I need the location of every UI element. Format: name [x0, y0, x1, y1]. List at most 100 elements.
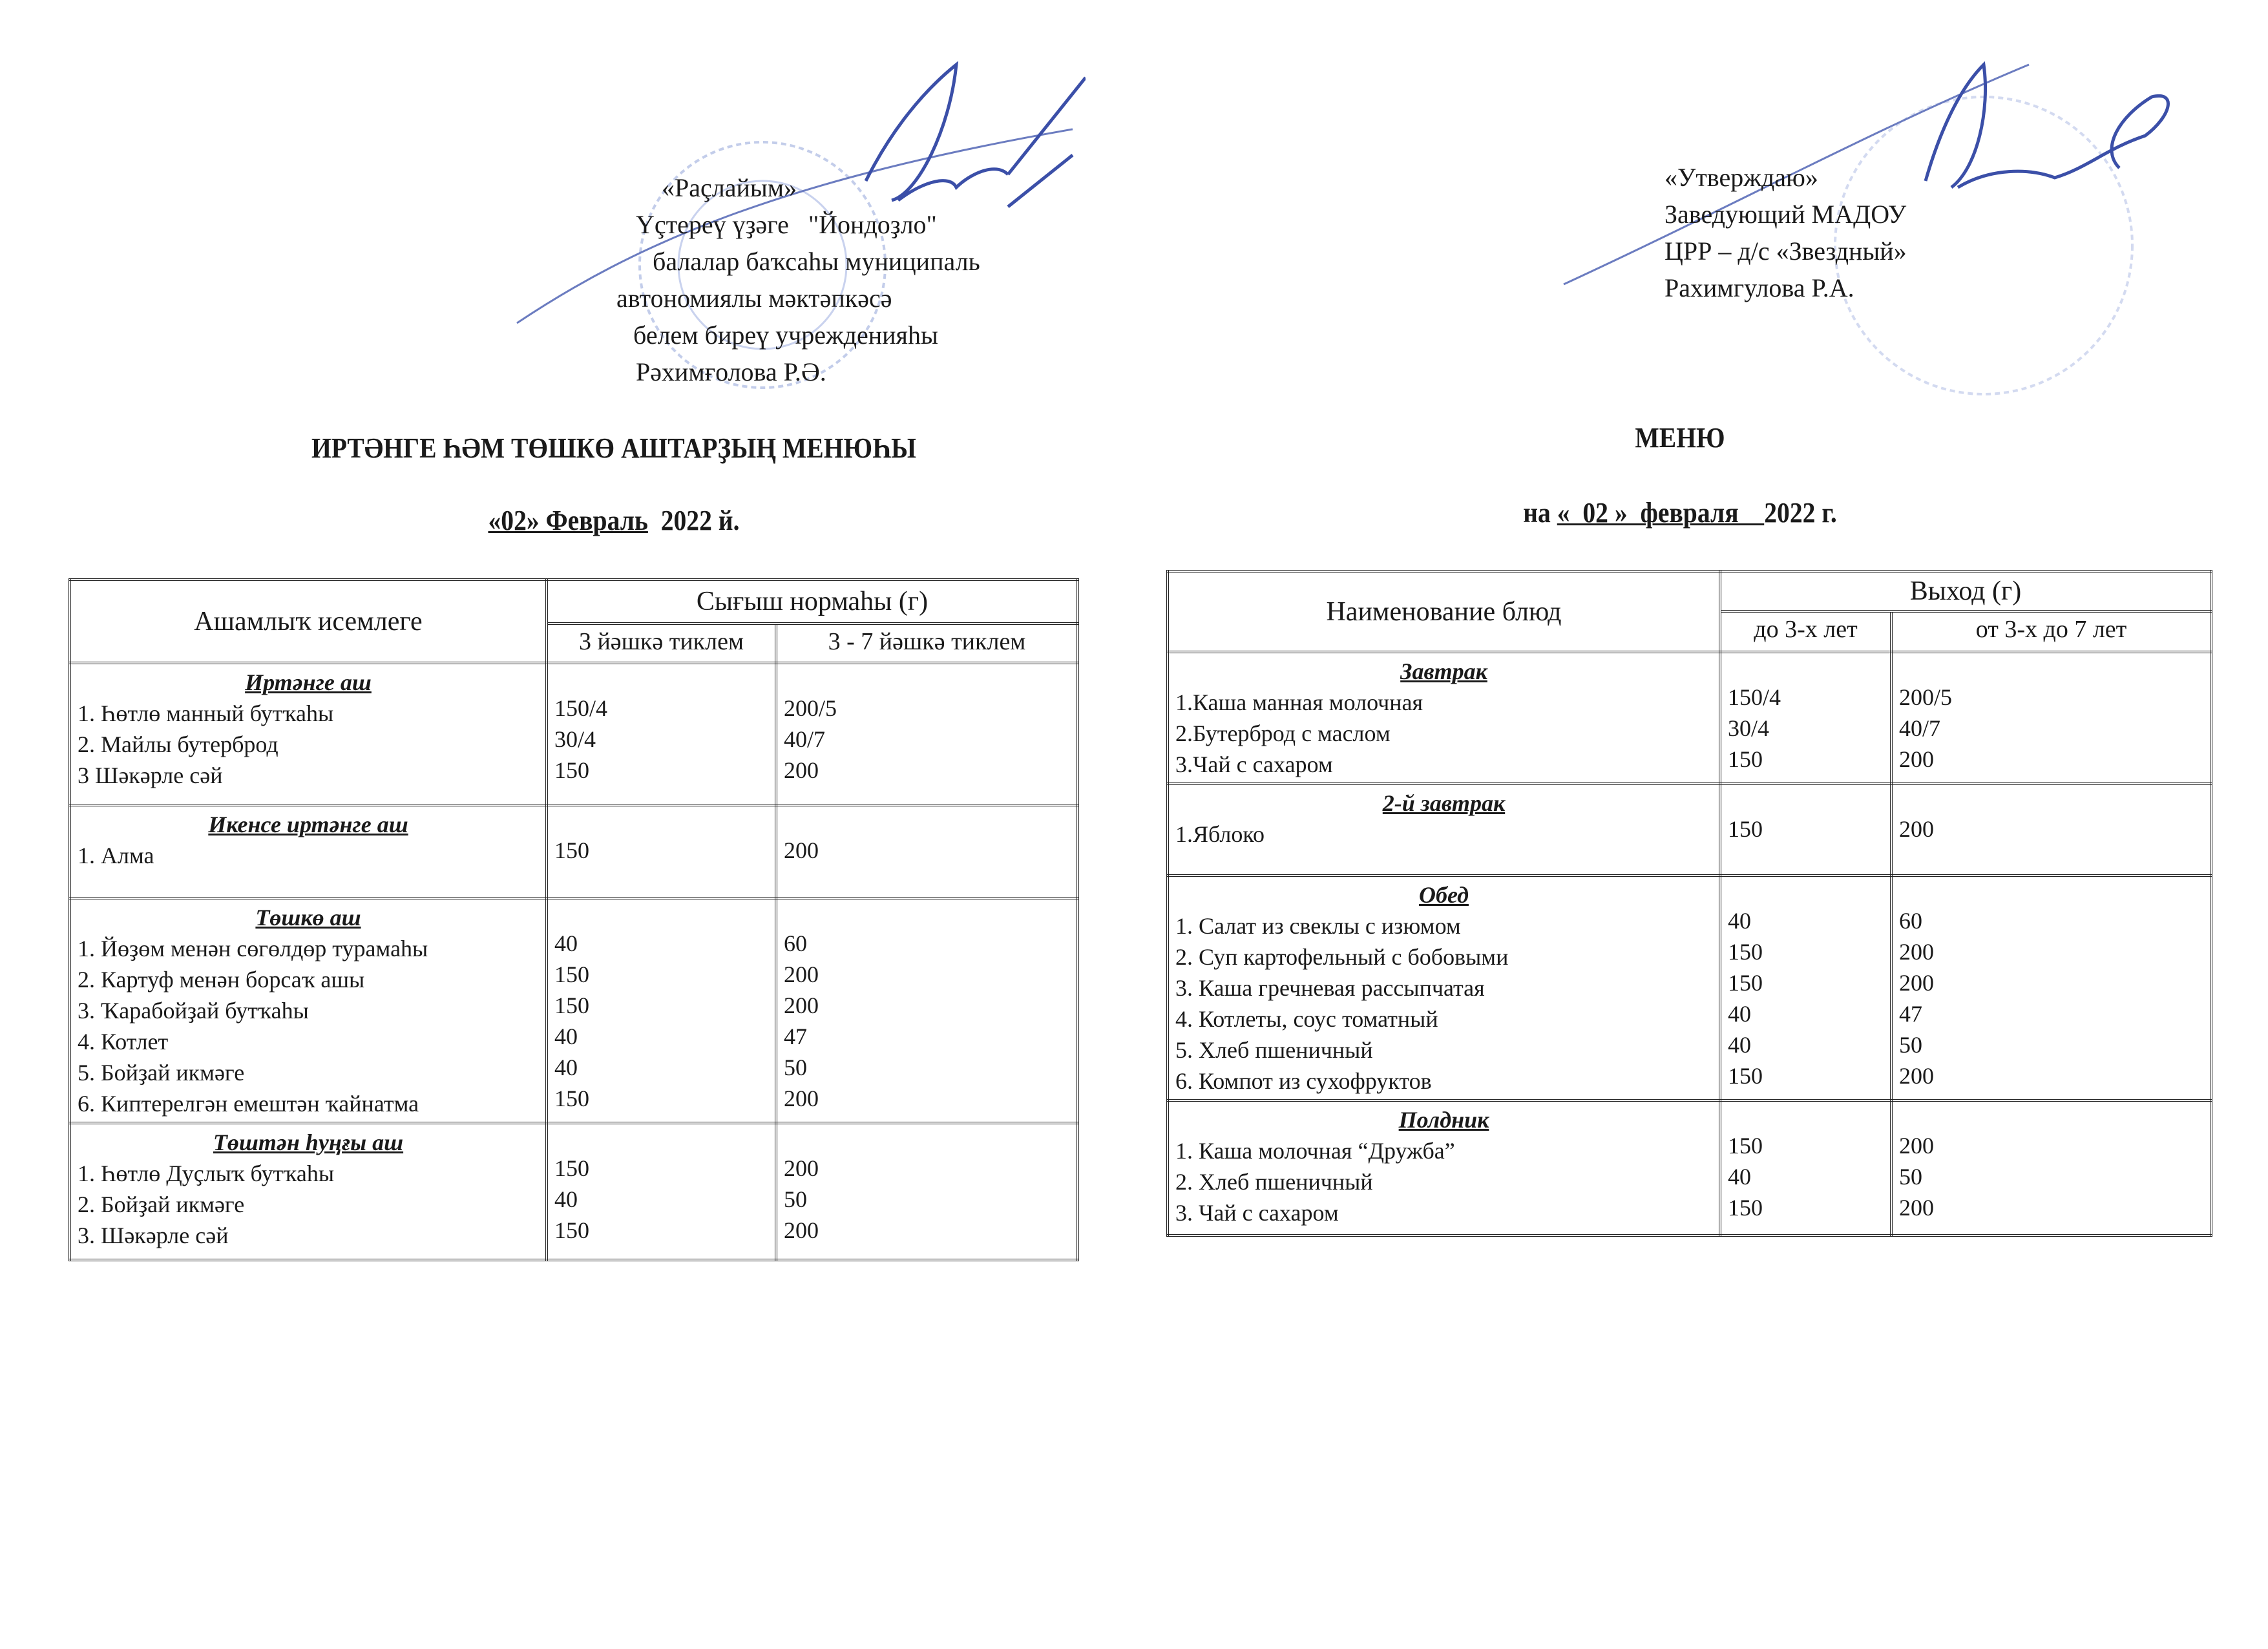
portion-cell-b: 200 50 200 [1890, 1099, 2212, 1237]
approval-line: «Утверждаю» [1664, 163, 1818, 192]
date-underlined: «02» Февраль [488, 505, 648, 536]
dish-cell: 2-й завтрак 1.Яблоко [1166, 782, 1721, 877]
meal-title: Икенсе иртәнге аш [208, 812, 408, 837]
header-age-b: 3 - 7 йәшкә тиклем [775, 622, 1079, 664]
meal-section-row: Төштән һуңғы аш 1. Һөтлө Дуҫлыҡ бутҡаһы 2.… [68, 1122, 1079, 1261]
portion-value: 200 [784, 961, 819, 987]
portion-value: 150 [554, 993, 589, 1018]
portion-value: 200 [784, 1086, 819, 1111]
portion-value: 200 [1899, 970, 1934, 996]
page-title-right: МЕНЮ [1635, 422, 1725, 454]
meal-section-row: Обед 1. Салат из свеклы с изюмом 2. Суп ка… [1166, 874, 2212, 1102]
meal-section-row: Икенсе иртәнге аш 1. Алма 150 200 [68, 804, 1079, 899]
portion-value: 40 [554, 1024, 578, 1049]
dish-cell: Обед 1. Салат из свеклы с изюмом 2. Суп ка… [1166, 874, 1721, 1102]
dish-item: 2. Хлеб пшеничный [1175, 1169, 1373, 1195]
portion-value: 150 [554, 961, 589, 987]
portion-value: 200/5 [784, 695, 837, 721]
approval-line: Үçтереү үҙәге "Йондоҙло" [636, 210, 937, 239]
portion-value: 50 [1899, 1164, 1922, 1190]
portion-value: 150 [1728, 1195, 1763, 1221]
header-age-b: от 3-х до 7 лет [1890, 610, 2212, 653]
portion-cell-a: 150 40 150 [545, 1122, 777, 1261]
portion-value: 60 [784, 930, 807, 956]
meal-title: Полдник [1398, 1107, 1489, 1133]
portion-value: 200 [1899, 1195, 1934, 1221]
approval-block-right: «Утверждаю» Заведующий МАДОУ ЦРР – д/с «Зв… [1664, 159, 1907, 306]
portion-value: 150 [554, 1155, 589, 1181]
portion-cell-a: 150 [545, 804, 777, 899]
portion-cell-a: 150 [1719, 782, 1893, 877]
meal-section-row: Завтрак 1.Каша манная молочная 2.Бутерброд… [1166, 651, 2212, 785]
dish-item: 1. Салат из свеклы с изюмом [1175, 913, 1461, 939]
date-prefix: на [1523, 497, 1557, 529]
header-age-a: 3 йәшкә тиклем [545, 622, 777, 664]
portion-cell-b: 200/5 40/7 200 [775, 662, 1079, 806]
meal-section-row: Төшкө аш 1. Йөҙөм менән сөгөлдөр турамаһы… [68, 897, 1079, 1124]
dish-item: 6. Компот из сухофруктов [1175, 1068, 1432, 1094]
approval-line: балалар баҡсаһы муниципаль [633, 247, 980, 276]
portion-value: 150 [1728, 1063, 1763, 1089]
header-age-a: до 3-х лет [1719, 610, 1893, 653]
dish-item: 1.Каша манная молочная [1175, 689, 1423, 715]
portion-value: 200 [1899, 746, 1934, 772]
dish-item: 3. Каша гречневая рассыпчатая [1175, 975, 1485, 1001]
portion-value: 40 [554, 930, 578, 956]
dish-cell: Төшкө аш 1. Йөҙөм менән сөгөлдөр турамаһы… [68, 897, 548, 1124]
date-year: 2022 г. [1764, 497, 1837, 529]
dish-item: 5. Хлеб пшеничный [1175, 1037, 1373, 1063]
dish-item: 3. Шәкәрле сәй [78, 1223, 229, 1248]
portion-value: 200 [784, 837, 819, 863]
portion-cell-a: 150/4 30/4 150 [1719, 651, 1893, 785]
portion-cell-a: 150 40 150 [1719, 1099, 1893, 1237]
portion-cell-a: 150/4 30/4 150 [545, 662, 777, 806]
dish-cell: Төштән һуңғы аш 1. Һөтлө Дуҫлыҡ бутҡаһы 2.… [68, 1122, 548, 1261]
approval-line: Рәхимғолова Р.Ә. [629, 357, 826, 386]
portion-value: 150 [1728, 970, 1763, 996]
meal-section-row: Полдник 1. Каша молочная “Дружба” 2. Хлеб … [1166, 1099, 2212, 1237]
approval-line: ЦРР – д/с «Звездный» [1664, 236, 1907, 266]
dish-item: 1. Йөҙөм менән сөгөлдөр турамаһы [78, 936, 428, 961]
meal-section-row: 2-й завтрак 1.Яблоко 150 200 [1166, 782, 2212, 877]
portion-value: 50 [1899, 1032, 1922, 1058]
portion-value: 200 [784, 1217, 819, 1243]
meal-title: 2-й завтрак [1382, 790, 1506, 816]
portion-value: 150 [1728, 1133, 1763, 1159]
portion-cell-b: 200/5 40/7 200 [1890, 651, 2212, 785]
portion-cell-b: 60 200 200 47 50 200 [1890, 874, 2212, 1102]
portion-value: 200 [1899, 1063, 1934, 1089]
header-dish-name: Ашамлыҡ исемлеге [68, 578, 548, 664]
dish-cell: Завтрак 1.Каша манная молочная 2.Бутерброд… [1166, 651, 1721, 785]
approval-line: автономиялы мәктәпкәсә [616, 284, 892, 313]
portion-value: 150 [1728, 816, 1763, 842]
portion-value: 150 [554, 837, 589, 863]
portion-cell-b: 60 200 200 47 50 200 [775, 897, 1079, 1124]
portion-cell-b: 200 [1890, 782, 2212, 877]
menu-date-right: на « 02 » февраля 2022 г. [1331, 496, 2029, 530]
dish-item: 2. Суп картофельный с бобовыми [1175, 944, 1509, 970]
header-dish-name: Наименование блюд [1166, 570, 1721, 653]
date-year: 2022 й. [647, 505, 740, 536]
dish-cell: Иртәнге аш 1. Һөтлө манный бутҡаһы 2. Майл… [68, 662, 548, 806]
portion-value: 40 [1728, 908, 1751, 934]
portion-value: 30/4 [1728, 715, 1770, 741]
dish-item: 6. Киптерелгән емештән ҡайнатма [78, 1091, 419, 1117]
menu-date-left: «02» Февраль 2022 й. [166, 504, 1062, 538]
approval-line: «Раçлайым» [662, 173, 797, 202]
portion-value: 40/7 [784, 726, 826, 752]
approval-line: Заведующий МАДОУ [1664, 200, 1907, 229]
portion-cell-b: 200 50 200 [775, 1122, 1079, 1261]
portion-value: 30/4 [554, 726, 596, 752]
approval-line: белем биреү учрежденияһы [627, 320, 938, 350]
dish-item: 1. Һөтлө манный бутҡаһы [78, 700, 334, 726]
portion-value: 60 [1899, 908, 1922, 934]
dish-item: 2. Бойҙай икмәге [78, 1192, 245, 1217]
page-title-left: ИРТӘНГЕ ҺӘМ ТӨШКӨ АШТАРҘЫҢ МЕНЮҺЫ [311, 432, 917, 464]
portion-value: 47 [784, 1024, 807, 1049]
portion-value: 40 [554, 1055, 578, 1080]
portion-value: 150 [1728, 939, 1763, 965]
portion-value: 50 [784, 1055, 807, 1080]
portion-value: 40 [554, 1186, 578, 1212]
portion-value: 200 [784, 1155, 819, 1181]
header-portion: Выход (г) [1719, 570, 2212, 613]
